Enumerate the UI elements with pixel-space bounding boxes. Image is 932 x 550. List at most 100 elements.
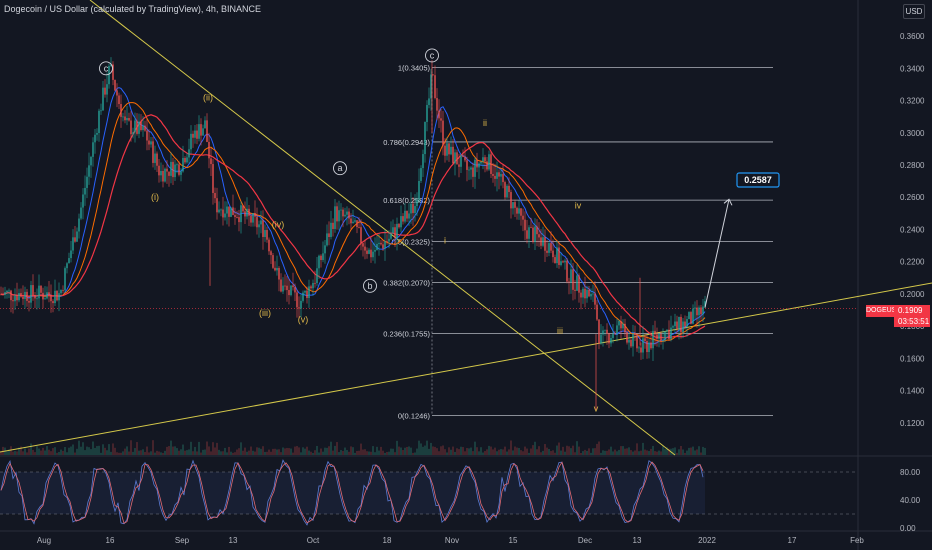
time-tick-label: Oct: [307, 536, 320, 545]
volume-bar: [48, 449, 50, 455]
volume-bar: [406, 446, 408, 455]
candle-body: [426, 105, 428, 122]
candle-body: [10, 290, 12, 301]
candle-body: [450, 146, 452, 155]
volume-bar: [632, 451, 634, 455]
candle-body: [380, 242, 382, 245]
volume-bar: [164, 450, 166, 455]
volume-bar: [698, 446, 700, 455]
candle-body: [520, 208, 522, 216]
wave-label: v: [594, 403, 599, 413]
volume-bar: [224, 447, 226, 455]
currency-button[interactable]: USD: [903, 4, 925, 19]
candle-body: [652, 330, 654, 349]
candle-body: [526, 230, 528, 239]
volume-bar: [64, 446, 66, 455]
candle-body: [622, 323, 624, 329]
candle-body: [274, 267, 276, 271]
volume-bar: [38, 448, 40, 455]
candle-body: [122, 116, 124, 118]
volume-bar: [624, 448, 626, 455]
candle-body: [184, 158, 186, 163]
volume-bar: [678, 449, 680, 455]
ma-long-line: [0, 114, 706, 339]
candle-body: [368, 249, 370, 254]
volume-bar: [82, 442, 84, 455]
candle-body: [338, 210, 340, 222]
volume-bar: [96, 446, 98, 455]
wave-label: (iii): [259, 308, 271, 318]
volume-bar: [54, 447, 56, 455]
volume-bar: [568, 446, 570, 455]
volume-bar: [680, 445, 682, 455]
volume-bar: [346, 450, 348, 455]
last-price: 0.1909: [898, 306, 923, 315]
candle-body: [396, 223, 398, 239]
projection[interactable]: 0.2587: [704, 172, 780, 308]
wave-label: (iv): [272, 220, 285, 230]
volume-bar: [146, 446, 148, 455]
candle-body: [420, 168, 422, 181]
candle-body: [348, 211, 350, 219]
descending-trendline: [89, 0, 676, 456]
volume-bar: [218, 449, 220, 455]
candle-body: [376, 243, 378, 251]
volume-bar: [196, 451, 198, 455]
trendlines[interactable]: [0, 0, 932, 456]
candle-body: [558, 247, 560, 265]
volume-bar: [214, 447, 216, 455]
volume-bar: [178, 450, 180, 455]
volume-bar: [100, 452, 102, 455]
volume-bar: [26, 452, 28, 455]
volume-bar: [298, 447, 300, 455]
volume-bar: [98, 445, 100, 455]
candle-body: [694, 307, 696, 309]
candle-body: [470, 167, 472, 170]
candle-body: [290, 285, 292, 296]
volume-bar: [280, 452, 282, 455]
volume-bar: [688, 447, 690, 455]
volume-bar: [276, 449, 278, 455]
candle-body: [252, 213, 254, 223]
volume-bar: [532, 445, 534, 455]
volume-bar: [264, 451, 266, 455]
candle-body: [532, 227, 534, 243]
volume-bar: [572, 445, 574, 455]
candle-body: [560, 261, 562, 265]
volume-bar: [636, 443, 638, 455]
candle-body: [606, 329, 608, 334]
volume-bar: [14, 451, 16, 455]
candle-body: [658, 334, 660, 339]
candle-body: [548, 243, 550, 253]
volume-bar: [456, 448, 458, 455]
time-tick-label: 15: [509, 536, 518, 545]
volume-bar: [130, 440, 132, 455]
volume-bar: [464, 451, 466, 455]
volume-bar: [604, 450, 606, 455]
volume-bar: [168, 446, 170, 455]
candle-body: [626, 332, 628, 343]
candle-body: [476, 159, 478, 168]
candle-body: [448, 143, 450, 155]
candle-body: [68, 258, 70, 264]
candle-body: [528, 227, 530, 239]
volume-bar: [236, 449, 238, 455]
volume-bar: [622, 446, 624, 455]
candle-body: [698, 307, 700, 316]
volume-bar: [362, 449, 364, 455]
volume-bar: [508, 449, 510, 455]
candle-body: [584, 288, 586, 299]
volume-bar: [162, 452, 164, 455]
fibonacci-retracement[interactable]: 1(0.3405) 0.786(0.2943) 0.618(0.2582) 0.5(0…: [383, 64, 773, 421]
volume-bar: [180, 449, 182, 455]
volume-bar: [522, 451, 524, 455]
candle-body: [382, 244, 384, 249]
volume-bar: [626, 448, 628, 455]
candle-body: [600, 334, 602, 344]
time-axis[interactable]: Aug 16 Sep 13 Oct 18 Nov 15 Dec 13 2022 17 Feb: [37, 536, 865, 545]
volume-bar: [434, 446, 436, 455]
chart-title: Dogecoin / US Dollar (calculated by Trad…: [4, 4, 261, 14]
candle-body: [322, 253, 324, 261]
candle-body: [214, 193, 216, 199]
